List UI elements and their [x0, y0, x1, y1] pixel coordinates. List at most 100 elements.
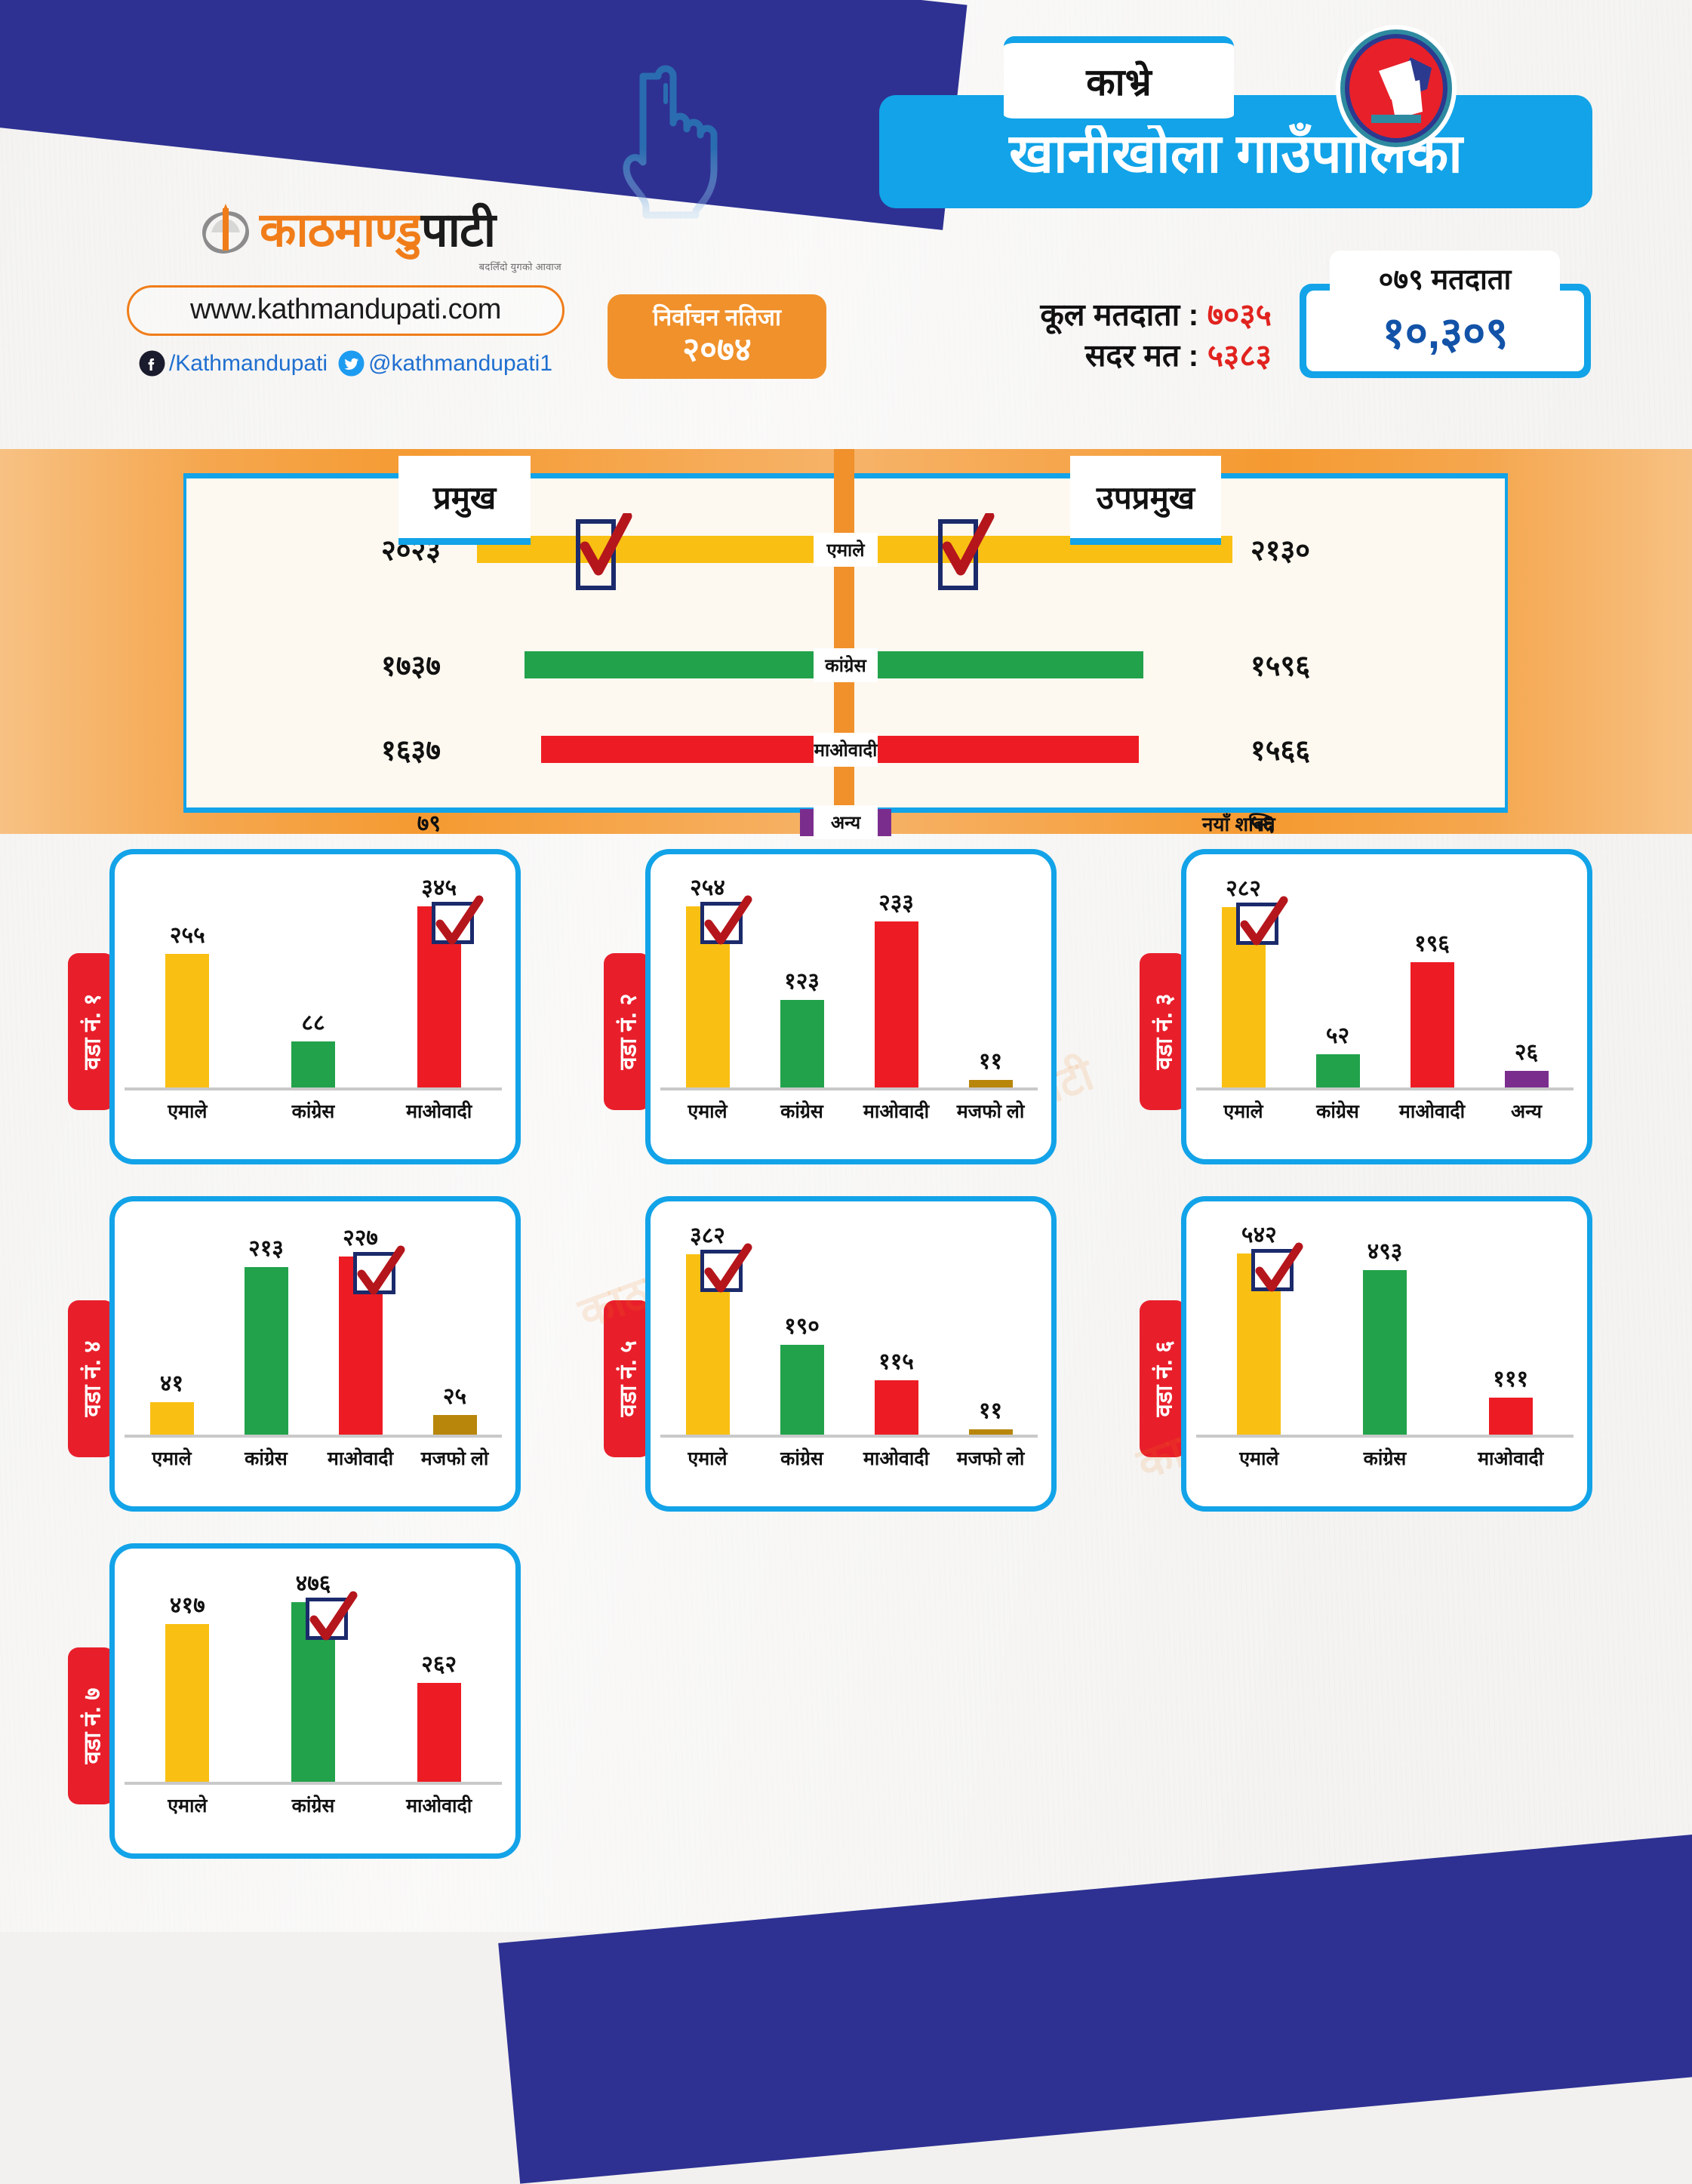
twitter-link[interactable]: @kathmandupati1: [338, 350, 552, 377]
x-axis-labels: एमाले कांग्रेस माओवादी मजफो लो: [125, 1445, 502, 1483]
bar-value-3: २३३: [878, 891, 914, 915]
x-label-3: माओवादी: [406, 1101, 472, 1122]
x-axis-line: [125, 1435, 502, 1438]
ward-chart-cell-3: वडा नं. ३ २८२ ५२ १९६ २६ एमाले कांग्रेस माओवादी अ…: [1140, 849, 1592, 1164]
ward-number-label: वडा नं. २: [614, 993, 641, 1070]
bar-value-3: १९६: [1414, 931, 1450, 956]
facebook-link[interactable]: /Kathmandupati: [139, 350, 328, 377]
bar-group-2: १२३: [780, 964, 824, 1087]
ward-bar-chart-5: ३८२ १९० ११५ ११ एमाले कांग्रेस माओवादी मजफो लो: [660, 1214, 1038, 1493]
x-axis-labels: एमाले कांग्रेस माओवादी अन्य: [1196, 1098, 1574, 1136]
pointing-finger-icon: [611, 42, 732, 219]
bar-कांग्रेस: [291, 1041, 335, 1087]
deputy-bar-कांग्रेस: [878, 651, 1143, 678]
checkbox-tick-icon: [352, 1245, 405, 1295]
brand-url[interactable]: www.kathmandupati.com: [127, 285, 565, 336]
bar-value-2: ४९३: [1367, 1239, 1403, 1264]
bar-group-3: २३३: [874, 886, 918, 1087]
brand-word-part2: पाटी: [420, 203, 496, 257]
deputy-bar-wrap-4: [878, 808, 1240, 836]
deputy-bar-wrap-3: [878, 736, 1240, 763]
ward-number-tag-4: वडा नं. ४: [68, 1300, 115, 1457]
x-label-2: कांग्रेस: [780, 1101, 823, 1122]
ward-chart-cell-4: वडा नं. ४ ४१ २१३ २२७ २५ एमाले कांग्रेस माओवादी म…: [68, 1196, 521, 1512]
brand-word-part1: काठमाण्डु: [259, 203, 422, 257]
bar-value-4: २५: [442, 1384, 467, 1409]
bar-value-3: ११५: [878, 1349, 914, 1374]
bar-value-1: २५५: [169, 923, 205, 948]
x-label-3: माओवादी: [1478, 1448, 1544, 1469]
checkbox-tick-icon: [1251, 1242, 1303, 1292]
bar-एमाले: [149, 1402, 194, 1435]
deputy-votes-1: २१३०: [1251, 535, 1311, 567]
brand-logo-row: काठमाण्डुपाटी: [127, 202, 565, 258]
party-row-4: ७९ अन्य ५६: [183, 805, 1508, 839]
bar-value-2: ५२: [1325, 1023, 1350, 1048]
bar-group-4: २५: [432, 1380, 477, 1435]
bar-अन्य: [1504, 1071, 1549, 1087]
x-label-1: एमाले: [1239, 1448, 1279, 1469]
bar-value-3: २६२: [421, 1652, 457, 1677]
bar-माओवादी: [1488, 1398, 1533, 1435]
center-divider-stem: [834, 449, 854, 834]
total-voters-line: कूल मतदाता : ७०३५: [879, 294, 1272, 335]
bar-value-1: ३८२: [690, 1223, 725, 1248]
x-label-2: कांग्रेस: [1363, 1448, 1407, 1469]
checkbox-tick-icon: [700, 895, 752, 945]
x-label-2: कांग्रेस: [291, 1101, 335, 1122]
checkbox-tick-icon: [938, 513, 995, 590]
party-row-3: १६३७ माओवादी १५६६: [183, 730, 1508, 769]
bar-value-3: १११: [1493, 1367, 1529, 1392]
tab-deputy-mayor[interactable]: उपप्रमुख: [1070, 456, 1221, 545]
brand-block: काठमाण्डुपाटी बदलिँदो युगको आवाज www.kat…: [127, 202, 565, 377]
bar-value-2: १२३: [784, 969, 820, 994]
bar-मजफो लो: [968, 1429, 1013, 1435]
plot-area: ४१ २१३ २२७ २५: [125, 1214, 502, 1438]
ward-number-tag-7: वडा नं. ७: [68, 1647, 115, 1804]
deputy-bar-माओवादी: [878, 736, 1139, 763]
x-label-1: एमाले: [1223, 1101, 1263, 1122]
municipality-title-bar: खानीखोला गाउँपालिका: [879, 95, 1592, 208]
bar-value-1: ४१: [159, 1371, 184, 1396]
plot-area: ५४२ ४९३ १११: [1196, 1214, 1574, 1438]
bar-value-1: २५४: [690, 875, 725, 900]
party-label-3: माओवादी: [814, 732, 878, 767]
bar-एमाले: [165, 954, 210, 1087]
ward-number-label: वडा नं. ४: [78, 1340, 106, 1417]
bar-value-1: ४१७: [169, 1593, 205, 1618]
valid-votes-label: सदर मत :: [1084, 338, 1199, 374]
ward-bar-chart-7: ४१७ ४७६ २६२ एमाले कांग्रेस माओवादी: [125, 1561, 502, 1841]
x-label-2: कांग्रेस: [780, 1448, 823, 1469]
deputy-votes-2: १५९६: [1251, 651, 1311, 682]
checkbox-tick-icon: [1235, 896, 1287, 946]
party-label-1: एमाले: [814, 532, 878, 567]
bar-कांग्रेस: [1315, 1054, 1360, 1087]
mayor-bar-wrap-1: [451, 536, 814, 563]
election-badge-line1: निर्वाचन नतिजा: [653, 304, 781, 331]
ward-number-tag-5: वडा नं. ५: [604, 1300, 651, 1457]
x-label-3: माओवादी: [1398, 1101, 1466, 1122]
deputy-votes-3: १५६६: [1251, 735, 1311, 767]
x-axis-line: [125, 1087, 502, 1090]
twitter-handle: @kathmandupati1: [368, 350, 553, 376]
x-label-1: एमाले: [688, 1101, 728, 1122]
ward-number-label: वडा नं. १: [78, 993, 106, 1070]
tab-mayor[interactable]: प्रमुख: [398, 456, 531, 545]
ward-bar-chart-6: ५४२ ४९३ १११ एमाले कांग्रेस माओवादी: [1196, 1214, 1574, 1493]
bar-group-2: ८८: [291, 1006, 335, 1087]
bar-कांग्रेस: [780, 1000, 824, 1087]
x-label-4: मजफो लो: [420, 1448, 489, 1469]
party-label-4: अन्य: [814, 805, 878, 839]
brand-tagline: बदलिँदो युगको आवाज: [478, 261, 561, 272]
bar-value-1: २८२: [1226, 876, 1261, 901]
bar-value-1: ५४२: [1241, 1223, 1277, 1247]
mayor-bar-wrap-2: [451, 651, 814, 678]
bar-value-4: २६: [1514, 1040, 1539, 1065]
nayashakti-label: नयाँ शक्ति: [1202, 813, 1275, 835]
bar-माओवादी: [874, 1380, 918, 1435]
ward-chart-cell-5: वडा नं. ५ ३८२ १९० ११५ ११ एमाले कांग्रेस माओवादी…: [604, 1196, 1057, 1512]
x-axis-labels: एमाले कांग्रेस माओवादी: [125, 1792, 502, 1830]
ward-number-label: वडा नं. ५: [614, 1340, 641, 1417]
plot-area: २८२ ५२ १९६ २६: [1196, 867, 1574, 1090]
x-label-3: माओवादी: [863, 1448, 930, 1469]
